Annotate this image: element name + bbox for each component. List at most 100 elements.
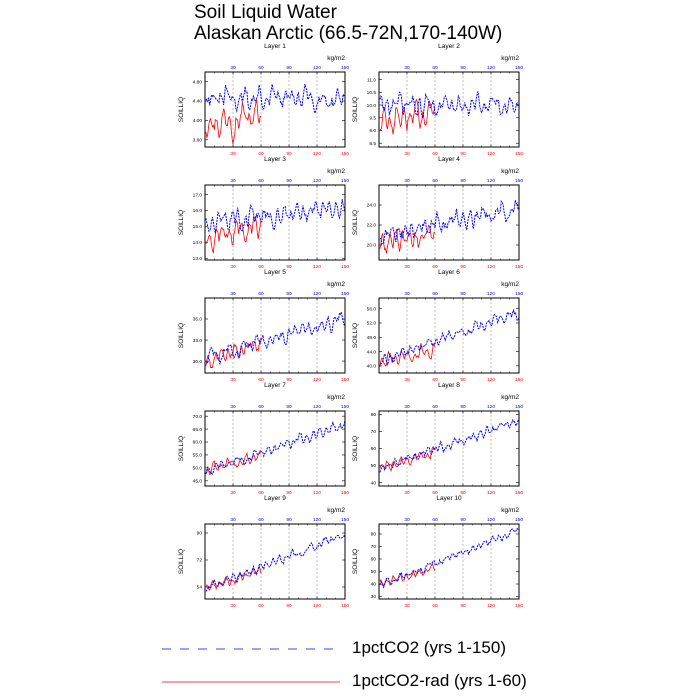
bottom-tick-label: 90 <box>286 490 292 496</box>
y-tick-label: 50 <box>371 463 377 469</box>
bottom-tick-label: 90 <box>286 264 292 270</box>
bottom-tick-label: 30 <box>404 603 410 609</box>
top-tick-label: 150 <box>341 404 349 410</box>
y-axis-label: SOILLIQ <box>178 549 185 574</box>
bottom-tick-label: 60 <box>258 151 264 157</box>
panel-layer-1: Layer 1 kg/m2 SOILLIQ 30 30 60 60 90 90 120 120 150… <box>178 43 349 157</box>
series-line-1pctco2-rad <box>379 342 436 368</box>
panel-title: Layer 9 <box>264 495 286 502</box>
bottom-tick-label: 60 <box>432 377 438 383</box>
top-tick-label: 30 <box>404 291 410 297</box>
units-label: kg/m2 <box>501 281 519 288</box>
top-tick-label: 60 <box>432 404 438 410</box>
y-tick-label: 40 <box>371 480 377 486</box>
panel-title: Layer 4 <box>438 156 460 163</box>
y-tick-label: 48.0 <box>367 335 377 341</box>
y-tick-label: 9.5 <box>369 115 376 121</box>
y-tick-label: 36.0 <box>193 317 203 323</box>
bottom-tick-label: 120 <box>487 603 495 609</box>
panel-title: Layer 7 <box>264 382 286 389</box>
y-axis-label: SOILLIQ <box>178 436 185 461</box>
top-tick-label: 90 <box>286 404 292 410</box>
top-tick-label: 90 <box>460 517 466 523</box>
bottom-tick-label: 120 <box>487 377 495 383</box>
units-label: kg/m2 <box>327 281 345 288</box>
top-tick-label: 30 <box>230 178 236 184</box>
bottom-tick-label: 60 <box>258 603 264 609</box>
units-label: kg/m2 <box>501 507 519 514</box>
y-tick-label: 4.80 <box>193 79 203 85</box>
units-label: kg/m2 <box>327 168 345 175</box>
bottom-tick-label: 150 <box>515 490 523 496</box>
y-tick-label: 30 <box>371 594 377 600</box>
top-tick-label: 90 <box>286 291 292 297</box>
bottom-tick-label: 120 <box>487 151 495 157</box>
figure-title-line-1: Soil Liquid Water <box>194 2 337 23</box>
top-tick-label: 90 <box>460 291 466 297</box>
y-tick-label: 14.0 <box>193 240 203 246</box>
units-label: kg/m2 <box>327 507 345 514</box>
top-tick-label: 60 <box>258 65 264 71</box>
panel-layer-2: Layer 2 kg/m2 SOILLIQ 30 30 60 60 90 90 120 120 150… <box>352 43 523 157</box>
top-tick-label: 150 <box>341 65 349 71</box>
y-axis-label: SOILLIQ <box>352 549 359 574</box>
bottom-tick-label: 150 <box>341 151 349 157</box>
panel-layer-6: Layer 6 kg/m2 SOILLIQ 30 30 60 60 90 90 120 120 150… <box>352 269 523 383</box>
series-line-1pctco2-rad <box>205 337 262 369</box>
top-tick-label: 120 <box>313 291 321 297</box>
bottom-tick-label: 150 <box>515 264 523 270</box>
series-line-1pctco2 <box>379 91 519 120</box>
bottom-tick-label: 30 <box>230 264 236 270</box>
y-tick-label: 16.0 <box>193 208 203 214</box>
y-tick-label: 13.0 <box>193 256 203 262</box>
panel-layer-3: Layer 3 kg/m2 SOILLIQ 30 30 60 60 90 90 120 120 150… <box>178 156 349 270</box>
bottom-tick-label: 30 <box>404 377 410 383</box>
top-tick-label: 90 <box>460 404 466 410</box>
bottom-tick-label: 30 <box>404 490 410 496</box>
top-tick-label: 120 <box>487 291 495 297</box>
bottom-tick-label: 90 <box>460 151 466 157</box>
top-tick-label: 30 <box>230 404 236 410</box>
y-tick-label: 60.0 <box>193 440 203 446</box>
units-label: kg/m2 <box>501 168 519 175</box>
bottom-tick-label: 90 <box>286 603 292 609</box>
y-tick-label: 40 <box>371 582 377 588</box>
y-tick-label: 17.0 <box>193 192 203 198</box>
bottom-tick-label: 150 <box>341 377 349 383</box>
y-tick-label: 20.0 <box>367 243 377 249</box>
top-tick-label: 60 <box>258 178 264 184</box>
series-line-1pctco2-rad <box>379 445 436 472</box>
bottom-tick-label: 60 <box>432 151 438 157</box>
bottom-tick-label: 60 <box>258 377 264 383</box>
series-line-1pctco2 <box>205 83 345 115</box>
top-tick-label: 30 <box>404 517 410 523</box>
panel-layer-4: Layer 4 kg/m2 SOILLIQ 30 30 60 60 90 90 120 120 150… <box>352 156 523 270</box>
y-tick-label: 54 <box>197 585 203 591</box>
bottom-tick-label: 60 <box>432 603 438 609</box>
bottom-tick-label: 150 <box>515 151 523 157</box>
units-label: kg/m2 <box>327 55 345 62</box>
units-label: kg/m2 <box>327 394 345 401</box>
top-tick-label: 120 <box>313 404 321 410</box>
bottom-tick-label: 150 <box>515 377 523 383</box>
top-tick-label: 150 <box>341 178 349 184</box>
y-tick-label: 80 <box>371 412 377 418</box>
panel-frame <box>204 184 346 261</box>
y-axis-label: SOILLIQ <box>352 97 359 122</box>
top-tick-label: 150 <box>341 517 349 523</box>
bottom-tick-label: 60 <box>432 264 438 270</box>
y-tick-label: 70.0 <box>193 414 203 420</box>
y-tick-label: 80 <box>371 532 377 538</box>
top-tick-label: 120 <box>313 178 321 184</box>
series-line-1pctco2 <box>205 199 345 235</box>
bottom-tick-label: 90 <box>460 490 466 496</box>
top-tick-label: 120 <box>487 517 495 523</box>
top-tick-label: 150 <box>515 517 523 523</box>
y-axis-label: SOILLIQ <box>178 97 185 122</box>
top-tick-label: 60 <box>258 517 264 523</box>
panel-frame <box>378 410 520 487</box>
panel-title: Layer 2 <box>438 43 460 50</box>
panel-frame <box>204 523 346 600</box>
top-tick-label: 60 <box>432 291 438 297</box>
